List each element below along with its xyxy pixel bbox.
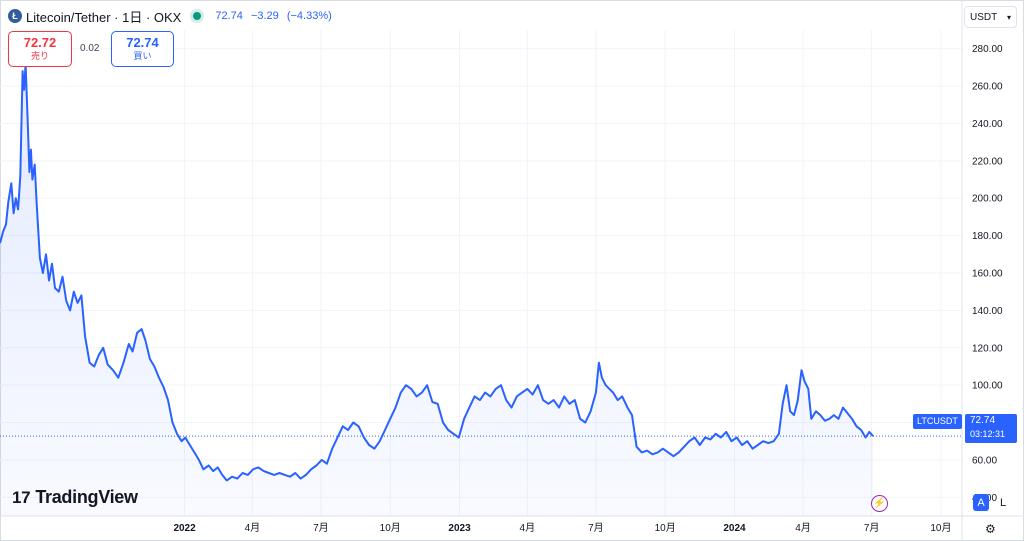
currency-select[interactable]: USDT ▾ [964, 6, 1017, 28]
gear-icon[interactable]: ⚙ [985, 522, 996, 536]
currency-value: USDT [970, 11, 998, 23]
tradingview-wordmark: TradingView [35, 487, 138, 507]
y-tick-label: 140.00 [972, 306, 1003, 317]
price-area [0, 63, 874, 516]
tradingview-logo[interactable]: 17 TradingView [12, 487, 138, 508]
x-tick-label: 2023 [448, 523, 471, 534]
x-tick-label: 10月 [930, 522, 951, 534]
x-tick-label: 7月 [313, 522, 329, 534]
litecoin-icon: Ł [8, 9, 22, 23]
y-tick-label: 120.00 [972, 343, 1003, 354]
price-change: −3.29 [250, 10, 279, 22]
market-status-icon [193, 12, 202, 20]
x-tick-label: 10月 [655, 522, 676, 534]
y-tick-label: 280.00 [972, 44, 1003, 55]
log-scale-button[interactable]: L [999, 496, 1007, 509]
tradingview-logo-icon: 17 [12, 487, 31, 507]
bar-countdown: 03:12:31 [970, 429, 1006, 439]
last-price-label-value: 72.74 [970, 415, 996, 426]
x-tick-label: 7月 [864, 522, 880, 534]
buy-button[interactable]: 72.74 買い [111, 31, 174, 67]
y-tick-label: 260.00 [972, 82, 1003, 93]
x-tick-label: 7月 [588, 522, 604, 534]
x-tick-label: 10月 [380, 522, 401, 534]
sell-label: 売り [30, 51, 49, 61]
sell-button[interactable]: 72.72 売り [8, 31, 72, 67]
spread-value: 0.02 [80, 43, 100, 54]
price-line[interactable] [0, 62, 874, 482]
price-change-pct: (−4.33%) [286, 10, 332, 22]
x-tick-label: 2024 [723, 523, 746, 534]
y-tick-label: 160.00 [972, 269, 1003, 280]
buy-label: 買い [133, 51, 152, 61]
symbol-title[interactable]: Litecoin/Tether · 1日 · OKX [26, 9, 182, 25]
x-tick-label: 2022 [173, 523, 196, 534]
y-tick-label: 200.00 [972, 194, 1003, 205]
x-tick-label: 4月 [795, 522, 811, 534]
buy-price: 72.74 [126, 35, 159, 50]
symbol-price-label: LTCUSDT [913, 414, 962, 429]
y-tick-label: 180.00 [972, 231, 1003, 242]
sell-price: 72.72 [23, 35, 57, 50]
last-price-label: 72.74 03:12:31 [965, 414, 1017, 443]
lightning-icon[interactable]: ⚡ [871, 495, 888, 512]
y-tick-label: 60.00 [972, 455, 997, 466]
ohlc-readout: 72.74 −3.29 (−4.33%) [215, 10, 336, 22]
chevron-down-icon: ▾ [1006, 12, 1011, 22]
auto-scale-button[interactable]: A [973, 494, 989, 511]
x-tick-label: 4月 [520, 522, 536, 534]
last-price: 72.74 [215, 10, 243, 22]
y-tick-label: 220.00 [972, 156, 1003, 167]
y-tick-label: 240.00 [972, 119, 1003, 130]
x-tick-label: 4月 [245, 522, 261, 534]
y-tick-label: 100.00 [972, 381, 1003, 392]
symbol-header[interactable]: Ł Litecoin/Tether · 1日 · OKX 72.74 −3.29… [8, 6, 337, 26]
